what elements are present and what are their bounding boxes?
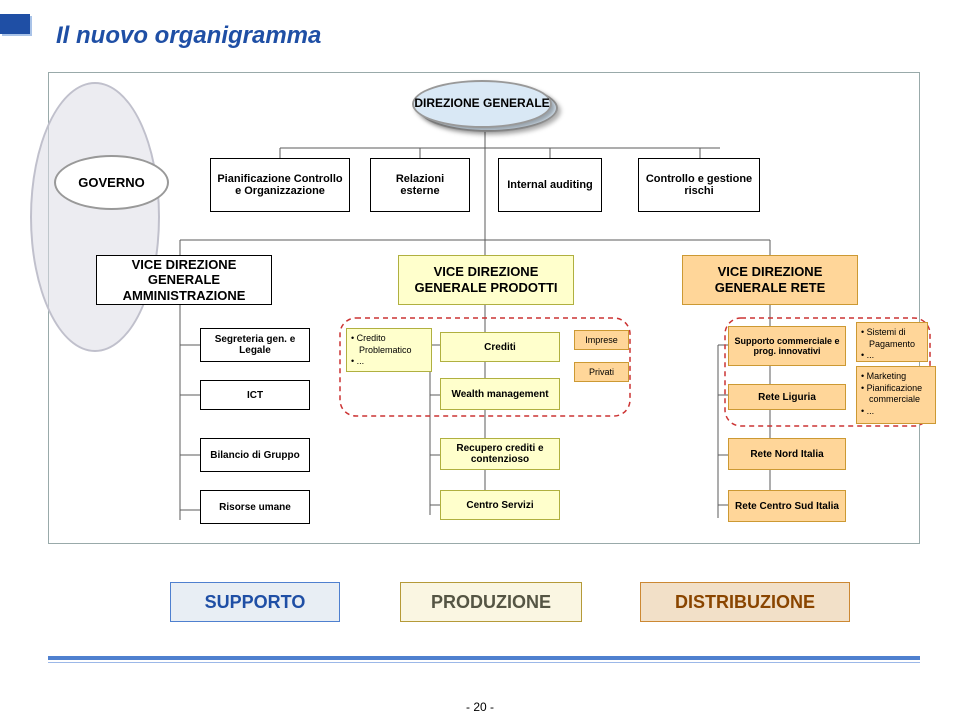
bullet-pianificazione-commerciale: Pianificazione commerciale: [861, 383, 931, 406]
box-recupero: Recupero crediti e contenzioso: [440, 438, 560, 470]
page-footer: - 20 -: [0, 700, 960, 714]
vdir-admin: VICE DIREZIONE GENERALE AMMINISTRAZIONE: [96, 255, 272, 305]
vdir-rete-label: VICE DIREZIONE GENERALE RETE: [687, 264, 853, 295]
box-centro-servizi: Centro Servizi: [440, 490, 560, 520]
box-risorse-umane: Risorse umane: [200, 490, 310, 524]
bullet-sistemi-pagamento: Sistemi di Pagamento: [861, 327, 923, 350]
vdir-prodotti-label: VICE DIREZIONE GENERALE PRODOTTI: [403, 264, 569, 295]
outer-frame: [48, 72, 920, 544]
governo-oval: GOVERNO: [54, 155, 169, 210]
box-rete-liguria: Rete Liguria: [728, 384, 846, 410]
box-rete-centro-sud: Rete Centro Sud Italia: [728, 490, 846, 522]
box-internal-auditing: Internal auditing: [498, 158, 602, 212]
label-ict: ICT: [247, 390, 263, 401]
label-rete-nord: Rete Nord Italia: [750, 449, 823, 460]
box-bilancio: Bilancio di Gruppo: [200, 438, 310, 472]
bullet-ellipsis-3: ...: [861, 406, 931, 418]
prodotti-left-bullets-list: Credito Problematico ...: [351, 333, 427, 368]
label-controllo-rischi: Controllo e gestione rischi: [643, 173, 755, 197]
bullet-marketing: Marketing: [861, 371, 931, 383]
direzione-generale-label: DIREZIONE GENERALE: [414, 97, 549, 110]
rete-right-bullets-top: Sistemi di Pagamento ...: [856, 322, 928, 362]
corner-decoration: [0, 14, 30, 34]
footer-underline-thick: [48, 656, 920, 660]
label-wealth: Wealth management: [451, 389, 548, 400]
label-recupero: Recupero crediti e contenzioso: [445, 443, 555, 465]
box-crediti: Crediti: [440, 332, 560, 362]
bullet-ellipsis-1: ...: [351, 356, 427, 368]
label-rete-centro-sud: Rete Centro Sud Italia: [735, 501, 839, 512]
label-centro-servizi: Centro Servizi: [466, 500, 533, 511]
label-segreteria: Segreteria gen. e Legale: [205, 334, 305, 356]
vdir-admin-label: VICE DIREZIONE GENERALE AMMINISTRAZIONE: [101, 257, 267, 304]
label-internal-auditing: Internal auditing: [507, 179, 593, 191]
vdir-rete: VICE DIREZIONE GENERALE RETE: [682, 255, 858, 305]
rete-right-bullets-top-list: Sistemi di Pagamento ...: [861, 327, 923, 362]
label-risorse-umane: Risorse umane: [219, 502, 291, 513]
box-ict: ICT: [200, 380, 310, 410]
category-produzione: PRODUZIONE: [400, 582, 582, 622]
label-imprese: Imprese: [585, 335, 618, 345]
label-rete-liguria: Rete Liguria: [758, 392, 816, 403]
prodotti-left-bullets: Credito Problematico ...: [346, 328, 432, 372]
box-wealth: Wealth management: [440, 378, 560, 410]
label-pianificazione: Pianificazione Controllo e Organizzazion…: [215, 173, 345, 197]
label-privati: Privati: [589, 367, 614, 377]
footer-underline-thin: [48, 662, 920, 663]
governo-overlay: [30, 82, 160, 352]
label-supporto-commerciale: Supporto commerciale e prog. innovativi: [733, 336, 841, 356]
bullet-credito-problematico: Credito Problematico: [351, 333, 427, 356]
label-crediti: Crediti: [484, 342, 516, 353]
category-distribuzione-label: DISTRIBUZIONE: [675, 592, 815, 613]
label-bilancio: Bilancio di Gruppo: [210, 450, 299, 461]
box-pianificazione: Pianificazione Controllo e Organizzazion…: [210, 158, 350, 212]
rete-right-bullets-bottom: Marketing Pianificazione commerciale ...: [856, 366, 936, 424]
box-relazioni: Relazioni esterne: [370, 158, 470, 212]
vdir-prodotti: VICE DIREZIONE GENERALE PRODOTTI: [398, 255, 574, 305]
direzione-generale-oval: DIREZIONE GENERALE: [412, 80, 552, 128]
category-supporto-label: SUPPORTO: [205, 592, 306, 613]
label-relazioni: Relazioni esterne: [375, 173, 465, 197]
category-supporto: SUPPORTO: [170, 582, 340, 622]
bullet-ellipsis-2: ...: [861, 350, 923, 362]
category-distribuzione: DISTRIBUZIONE: [640, 582, 850, 622]
rete-right-bullets-bottom-list: Marketing Pianificazione commerciale ...: [861, 371, 931, 418]
box-segreteria: Segreteria gen. e Legale: [200, 328, 310, 362]
box-rete-nord: Rete Nord Italia: [728, 438, 846, 470]
box-imprese: Imprese: [574, 330, 629, 350]
slide-title: Il nuovo organigramma: [56, 22, 321, 50]
box-supporto-commerciale: Supporto commerciale e prog. innovativi: [728, 326, 846, 366]
box-privati: Privati: [574, 362, 629, 382]
box-controllo-rischi: Controllo e gestione rischi: [638, 158, 760, 212]
category-produzione-label: PRODUZIONE: [431, 592, 551, 613]
slide-stage: Il nuovo organigramma: [0, 0, 960, 723]
governo-label: GOVERNO: [78, 175, 144, 190]
